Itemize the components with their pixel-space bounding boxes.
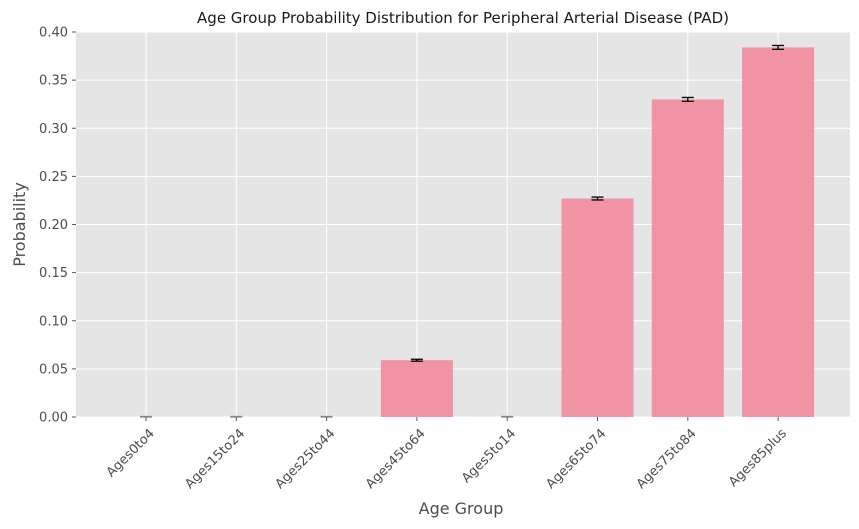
x-tick-label: Ages65to74 — [544, 426, 610, 492]
x-tick-label: Ages25to44 — [273, 426, 339, 492]
x-tick-label: Ages85plus — [726, 426, 790, 490]
bar-ages75to84 — [651, 99, 724, 417]
error-bar — [591, 196, 604, 201]
x-tick-label: Ages5to14 — [459, 426, 519, 486]
y-axis-label: Probability — [10, 182, 29, 267]
y-tick-label: 0.35 — [39, 74, 68, 89]
y-tick-labels: 0.00 0.05 0.10 0.15 0.20 0.25 0.30 0.35 0.40 — [39, 26, 76, 426]
y-tick-label: 0.05 — [39, 362, 68, 377]
error-bars — [140, 44, 785, 418]
y-tick-label: 0.00 — [39, 411, 68, 426]
x-tick-label: Ages75to84 — [634, 426, 700, 492]
y-tick-label: 0.15 — [39, 266, 68, 281]
x-tick-label: Ages15to24 — [182, 426, 248, 492]
error-bar — [772, 44, 785, 50]
error-bar — [681, 96, 694, 102]
bar-ages85plus — [742, 47, 815, 418]
x-tick-labels: Ages0to4 Ages15to24 Ages25to44 Ages45to64 Ag… — [104, 417, 790, 492]
bars — [380, 47, 815, 418]
bar-ages65to74 — [561, 198, 634, 417]
bar-ages45to64 — [380, 360, 453, 417]
x-tick-label: Ages0to4 — [104, 426, 158, 480]
y-tick-label: 0.10 — [39, 314, 68, 329]
y-tick-label: 0.30 — [39, 122, 68, 137]
y-tick-label: 0.25 — [39, 170, 68, 185]
error-bar — [410, 358, 423, 362]
y-tick-label: 0.20 — [39, 218, 68, 233]
chart-title: Age Group Probability Distribution for P… — [197, 9, 729, 27]
x-axis-label: Age Group — [419, 499, 504, 518]
x-tick-label: Ages45to64 — [363, 426, 429, 492]
y-tick-label: 0.40 — [39, 26, 68, 41]
